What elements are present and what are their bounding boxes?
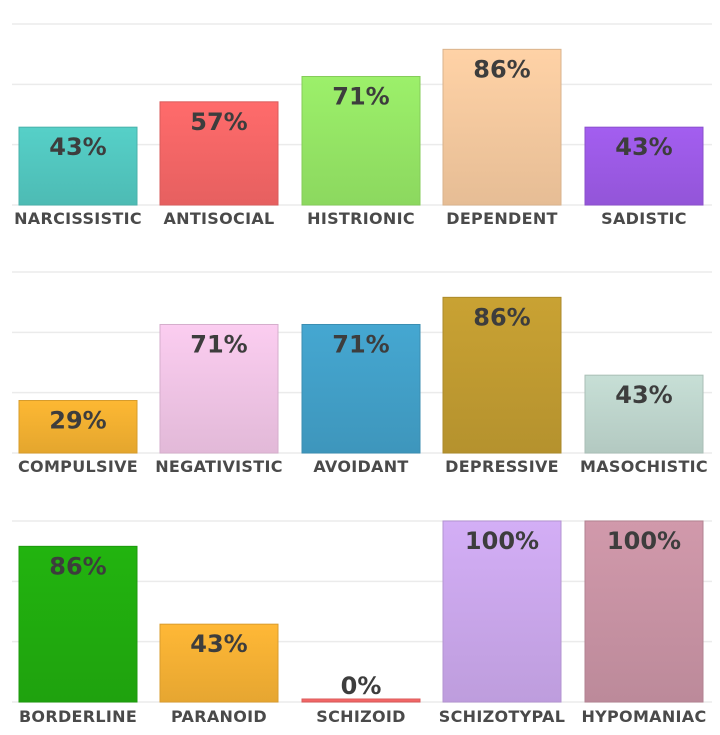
value-label-borderline: 86% <box>49 552 106 580</box>
category-label-sadistic: SADISTIC <box>601 209 687 228</box>
value-label-histrionic: 71% <box>332 82 389 110</box>
value-label-masochistic: 43% <box>615 381 672 409</box>
value-label-hypomaniac: 100% <box>607 527 681 555</box>
bar-schizoid <box>301 698 421 703</box>
value-label-dependent: 86% <box>473 55 530 83</box>
category-label-histrionic: HISTRIONIC <box>307 209 415 228</box>
value-label-avoidant: 71% <box>332 330 389 358</box>
category-label-masochistic: MASOCHISTIC <box>580 457 708 476</box>
bar-schizotypal <box>442 520 562 703</box>
category-label-negativistic: NEGATIVISTIC <box>155 457 283 476</box>
value-label-schizoid: 0% <box>341 672 382 700</box>
category-label-paranoid: PARANOID <box>171 707 267 726</box>
bar-negativistic <box>159 323 279 454</box>
value-label-antisocial: 57% <box>190 108 247 136</box>
category-label-antisocial: ANTISOCIAL <box>163 209 274 228</box>
bar-compulsive <box>18 400 138 454</box>
category-label-borderline: BORDERLINE <box>19 707 137 726</box>
category-label-schizotypal: SCHIZOTYPAL <box>439 707 565 726</box>
category-label-hypomaniac: HYPOMANIAC <box>581 707 706 726</box>
category-label-dependent: DEPENDENT <box>446 209 557 228</box>
bar-depressive <box>442 296 562 454</box>
bar-borderline <box>18 545 138 703</box>
value-label-sadistic: 43% <box>615 133 672 161</box>
bar-masochistic <box>584 374 704 454</box>
category-label-avoidant: AVOIDANT <box>313 457 408 476</box>
bar-histrionic <box>301 75 421 206</box>
value-label-negativistic: 71% <box>190 330 247 358</box>
category-label-compulsive: COMPULSIVE <box>18 457 138 476</box>
category-label-narcissistic: NARCISSISTIC <box>14 209 142 228</box>
value-label-depressive: 86% <box>473 303 530 331</box>
bar-hypomaniac <box>584 520 704 703</box>
bar-paranoid <box>159 623 279 703</box>
category-label-schizoid: SCHIZOID <box>316 707 405 726</box>
value-label-compulsive: 29% <box>49 407 106 435</box>
value-label-schizotypal: 100% <box>465 527 539 555</box>
bar-avoidant <box>301 323 421 454</box>
category-label-depressive: DEPRESSIVE <box>445 457 559 476</box>
value-label-narcissistic: 43% <box>49 133 106 161</box>
bar-dependent <box>442 48 562 206</box>
bar-sadistic <box>584 126 704 206</box>
bar-antisocial <box>159 101 279 206</box>
bar-narcissistic <box>18 126 138 206</box>
value-label-paranoid: 43% <box>190 630 247 658</box>
